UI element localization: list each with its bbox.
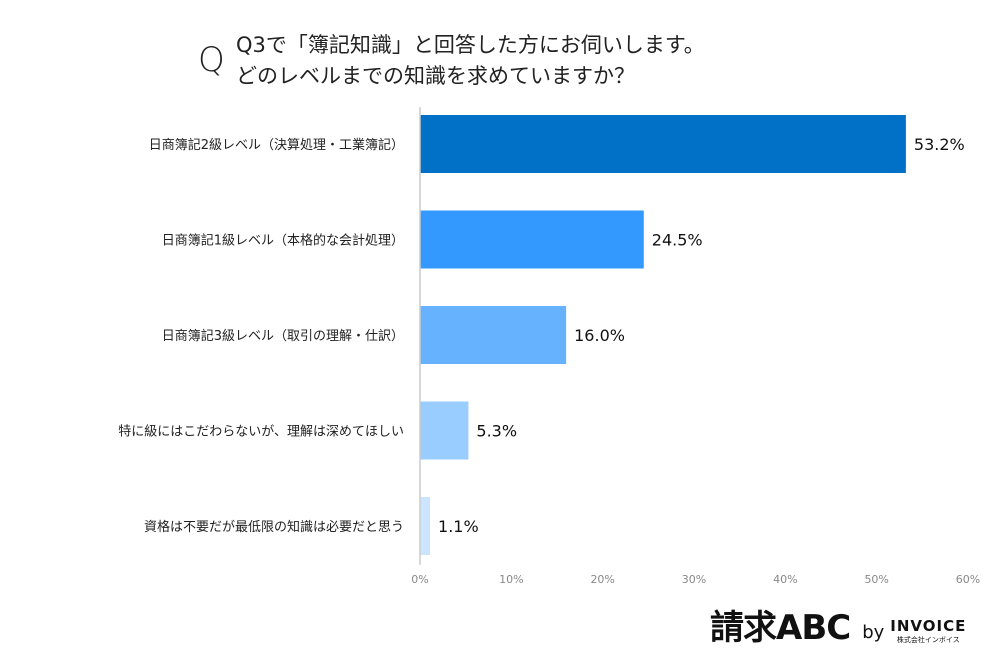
question-mark: Q bbox=[198, 40, 225, 80]
value-label: 16.0% bbox=[574, 326, 625, 345]
category-label: 資格は不要だが最低限の知識は必要だと思う bbox=[144, 519, 404, 535]
title-line-2: どのレベルまでの知識を求めていますか？ bbox=[236, 64, 635, 88]
x-tick-label: 50% bbox=[864, 573, 888, 586]
logo-company: INVOICE 株式会社インボイス bbox=[890, 617, 967, 644]
x-tick-label: 60% bbox=[956, 573, 980, 586]
x-tick-label: 40% bbox=[773, 573, 797, 586]
bar bbox=[420, 497, 431, 555]
value-label: 1.1% bbox=[438, 517, 479, 536]
category-label: 日商簿記2級レベル（決算処理・工業簿記） bbox=[149, 137, 404, 153]
bar bbox=[420, 115, 906, 173]
value-label: 24.5% bbox=[652, 231, 703, 250]
chart-title: Q3で「簿記知識」と回答した方にお伺いします。 どのレベルまでの知識を求めていま… bbox=[236, 30, 705, 92]
x-tick-label: 20% bbox=[590, 573, 614, 586]
logo: 請求ABC by INVOICE 株式会社インボイス bbox=[710, 600, 966, 649]
x-tick-label: 30% bbox=[682, 573, 706, 586]
bar bbox=[420, 210, 644, 269]
bar bbox=[420, 306, 567, 364]
category-label: 日商簿記3級レベル（取引の理解・仕訳） bbox=[162, 328, 404, 344]
title-line-1: Q3で「簿記知識」と回答した方にお伺いします。 bbox=[236, 33, 705, 57]
value-label: 53.2% bbox=[914, 135, 965, 154]
x-tick-label: 10% bbox=[499, 573, 523, 586]
logo-main: 請求ABC bbox=[710, 608, 851, 648]
logo-by: by bbox=[862, 622, 885, 643]
category-label: 日商簿記1級レベル（本格的な会計処理） bbox=[162, 233, 404, 249]
x-tick-label: 0% bbox=[411, 573, 428, 586]
value-label: 5.3% bbox=[476, 422, 517, 441]
category-label: 特に級にはこだわらないが、理解は深めてほしい bbox=[118, 425, 404, 440]
bar bbox=[420, 401, 469, 460]
